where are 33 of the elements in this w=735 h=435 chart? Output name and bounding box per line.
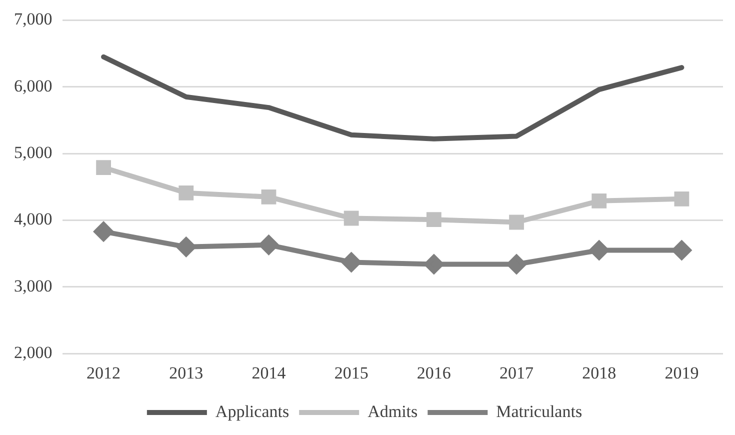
- x-tick-label: 2019: [664, 363, 699, 382]
- point: [507, 254, 526, 274]
- x-tick-label: 2012: [86, 363, 121, 382]
- legend-label: Applicants: [215, 402, 290, 421]
- x-tick-label: 2017: [500, 363, 534, 382]
- x-tick-label: 2018: [582, 363, 616, 382]
- point: [590, 240, 609, 260]
- point: [344, 210, 359, 226]
- point: [176, 237, 196, 256]
- y-tick-label: 3,000: [14, 276, 52, 296]
- point: [674, 191, 690, 206]
- point: [259, 235, 278, 254]
- x-tick-label: 2015: [334, 363, 368, 382]
- point: [261, 189, 276, 204]
- y-tick-label: 2,000: [14, 343, 52, 362]
- point: [178, 185, 194, 200]
- point: [94, 222, 114, 242]
- point: [509, 214, 524, 230]
- y-tick-label: 5,000: [14, 143, 52, 162]
- point: [424, 254, 444, 274]
- legend-label: Matriculants: [496, 402, 582, 421]
- x-tick-label: 2013: [169, 363, 204, 382]
- point: [592, 193, 607, 208]
- x-tick-label: 2014: [252, 363, 286, 382]
- y-tick-label: 4,000: [14, 210, 52, 229]
- point: [426, 212, 442, 228]
- point: [672, 240, 692, 260]
- point: [342, 252, 361, 272]
- y-tick-label: 6,000: [14, 76, 52, 96]
- x-tick-label: 2016: [416, 363, 451, 382]
- point: [96, 160, 111, 176]
- y-tick-label: 7,000: [14, 10, 52, 29]
- legend-label: Admits: [368, 402, 418, 421]
